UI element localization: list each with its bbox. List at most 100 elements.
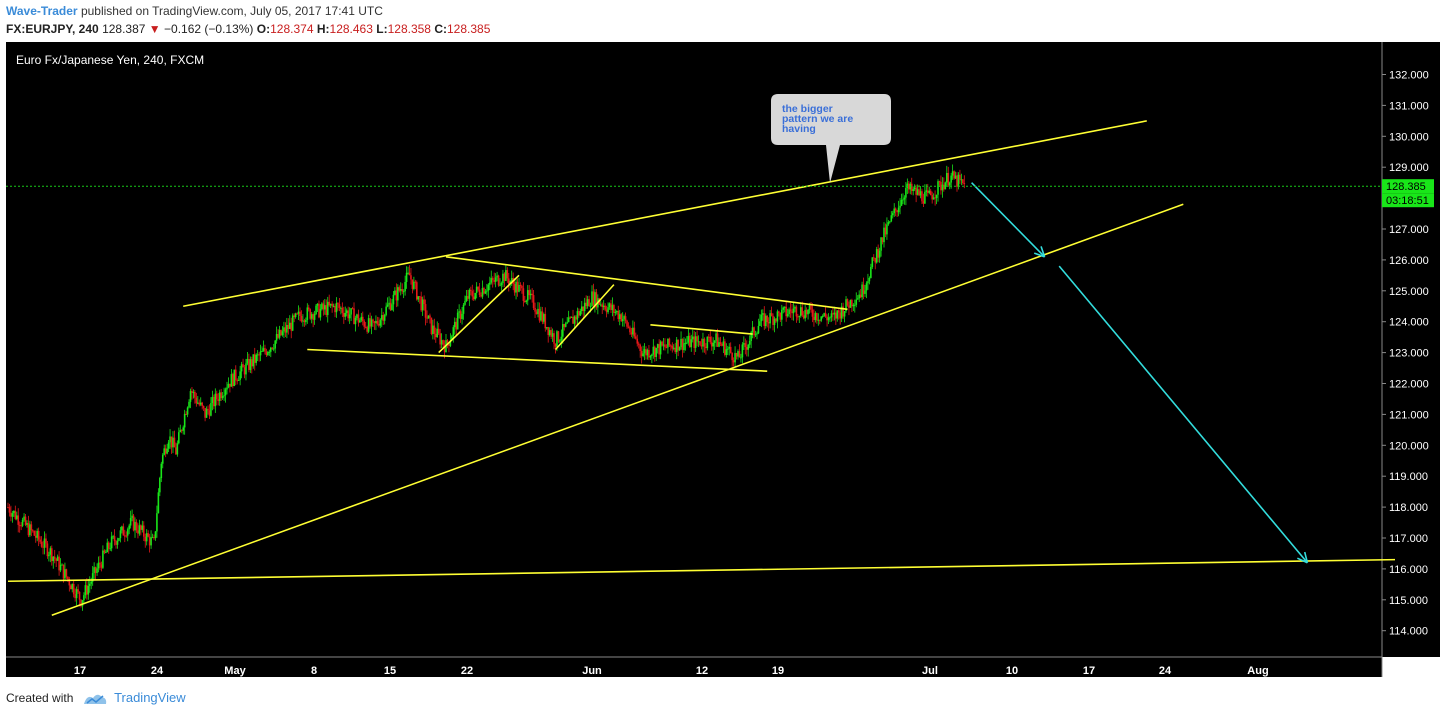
candlestick-chart[interactable]: 132.000131.000130.000129.000128.000127.0… bbox=[0, 42, 1440, 684]
trendline-small-flag-top[interactable] bbox=[650, 323, 753, 335]
candle-body bbox=[750, 332, 752, 342]
candle-body bbox=[938, 181, 941, 183]
candle-body bbox=[862, 284, 865, 294]
candle-body bbox=[924, 191, 926, 204]
y-tick-label: 129.000 bbox=[1389, 162, 1429, 174]
candle-body bbox=[525, 300, 528, 302]
candle-body bbox=[382, 315, 385, 321]
candle-body bbox=[341, 307, 344, 313]
candle-body bbox=[113, 536, 116, 542]
candle-body bbox=[507, 278, 510, 285]
candle-body bbox=[554, 343, 557, 347]
candle-body bbox=[550, 330, 552, 337]
candle-body bbox=[621, 319, 624, 322]
trendline-triangle-bottom[interactable] bbox=[307, 348, 768, 372]
candle-body bbox=[140, 525, 142, 530]
candle-body bbox=[424, 304, 427, 318]
x-tick-label: Jun bbox=[582, 665, 602, 677]
candle-body bbox=[905, 188, 907, 198]
projection-arrow-2[interactable] bbox=[1058, 265, 1309, 564]
candle-body bbox=[921, 191, 923, 202]
candle-body bbox=[163, 448, 166, 455]
time-axis[interactable] bbox=[6, 657, 1382, 677]
candle-body bbox=[893, 208, 896, 214]
candle-body bbox=[829, 317, 831, 319]
candle-body bbox=[217, 399, 220, 401]
candle-body bbox=[404, 281, 406, 292]
candle-body bbox=[670, 345, 672, 347]
candle-body bbox=[718, 342, 720, 347]
x-tick-label: 19 bbox=[772, 665, 784, 677]
trendline-base-line[interactable] bbox=[7, 558, 1396, 583]
candle-body bbox=[391, 304, 393, 310]
candle-body bbox=[74, 594, 76, 599]
y-tick-label: 116.000 bbox=[1389, 564, 1428, 576]
candle-body bbox=[813, 316, 815, 321]
candle-body bbox=[281, 331, 284, 336]
arrow-head bbox=[1040, 246, 1046, 258]
candle-body bbox=[835, 312, 837, 319]
x-tick-label: May bbox=[224, 665, 246, 677]
candle-body bbox=[586, 299, 589, 307]
candle-body bbox=[594, 292, 596, 306]
candle-body bbox=[839, 312, 841, 319]
candle-body bbox=[891, 213, 894, 216]
candle-body bbox=[33, 531, 36, 536]
candle-body bbox=[757, 325, 760, 334]
trendline-triangle-top[interactable] bbox=[445, 256, 848, 311]
projection-arrow-1[interactable] bbox=[971, 182, 1046, 258]
candle-body bbox=[786, 314, 789, 317]
candle-body bbox=[928, 190, 931, 193]
trendline-leg-b[interactable] bbox=[554, 284, 615, 351]
candle-body bbox=[312, 314, 314, 320]
trendline-upper-channel[interactable] bbox=[183, 120, 1147, 308]
candle-body bbox=[897, 207, 900, 213]
candle-body bbox=[613, 305, 615, 313]
candle-body bbox=[21, 519, 24, 526]
candle-body bbox=[837, 310, 840, 313]
candle-body bbox=[474, 292, 476, 300]
trendline-leg-a[interactable] bbox=[438, 274, 520, 354]
candle-body bbox=[779, 312, 782, 320]
candle-body bbox=[112, 536, 114, 538]
candle-body bbox=[107, 542, 110, 549]
candle-body bbox=[318, 303, 320, 318]
candle-body bbox=[519, 284, 522, 286]
annotation-callout[interactable]: the bigger pattern we are having bbox=[771, 94, 891, 183]
candle-body bbox=[17, 515, 20, 525]
candle-body bbox=[871, 257, 874, 267]
candle-body bbox=[884, 227, 887, 235]
author-link[interactable]: Wave-Trader bbox=[6, 4, 78, 18]
candle-body bbox=[927, 190, 929, 193]
candle-body bbox=[852, 304, 855, 307]
candle-body bbox=[135, 521, 138, 531]
candle-body bbox=[700, 345, 703, 347]
candle-body bbox=[713, 340, 716, 343]
candle-body bbox=[262, 348, 265, 351]
candle-body bbox=[595, 292, 598, 308]
candle-body bbox=[916, 189, 919, 195]
candle-body bbox=[664, 344, 666, 348]
candle-body bbox=[271, 347, 274, 349]
candle-body bbox=[497, 275, 500, 286]
candle-body bbox=[589, 305, 592, 307]
candle-body bbox=[543, 314, 545, 322]
candle-body bbox=[458, 311, 460, 313]
candle-body bbox=[865, 283, 868, 291]
candle-body bbox=[814, 313, 817, 321]
candle-body bbox=[77, 589, 79, 592]
candle-body bbox=[325, 305, 328, 316]
tradingview-brand-link[interactable]: TradingView bbox=[114, 690, 186, 705]
open-value: 128.374 bbox=[270, 22, 314, 36]
candle-body bbox=[306, 307, 309, 320]
price-axis[interactable] bbox=[1382, 42, 1440, 657]
footer: Created with TradingView bbox=[6, 690, 186, 706]
candle-body bbox=[475, 286, 478, 293]
candle-body bbox=[836, 310, 839, 319]
candle-body bbox=[208, 410, 211, 416]
trendline-lower-channel[interactable] bbox=[51, 203, 1184, 617]
candle-body bbox=[347, 310, 349, 319]
candle-body bbox=[854, 304, 856, 306]
candle-body bbox=[369, 318, 371, 327]
candle-body bbox=[646, 349, 649, 356]
